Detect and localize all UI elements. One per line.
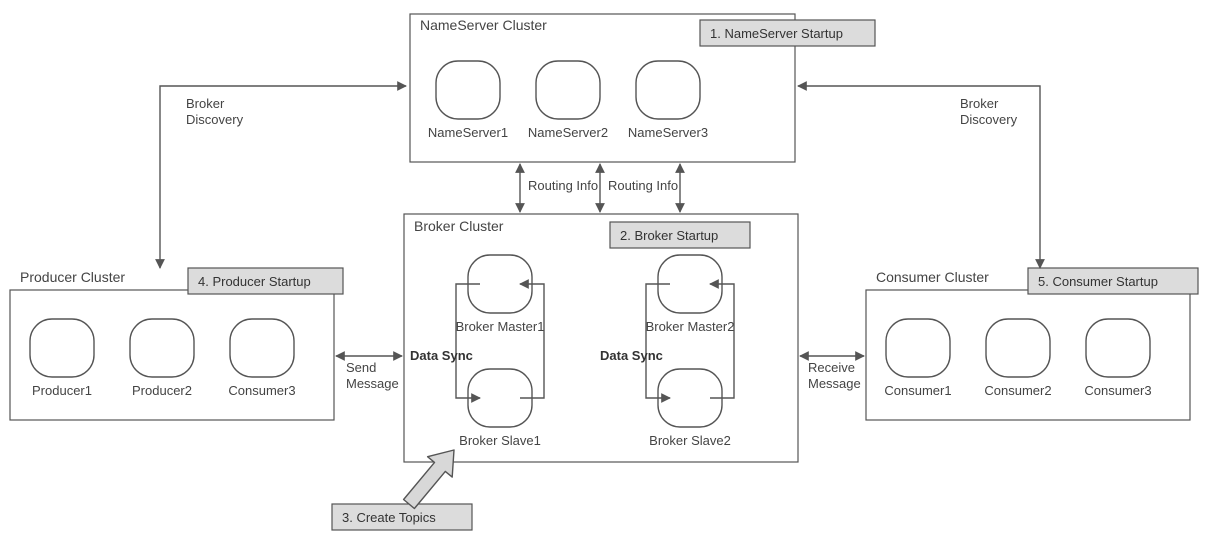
label-datasync-1: Data Sync: [410, 348, 473, 363]
label-broker-discovery-right: BrokerDiscovery: [960, 96, 1018, 127]
label-broker-discovery-left: BrokerDiscovery: [186, 96, 244, 127]
consumer-node-1-label: Consumer2: [984, 383, 1051, 398]
label-routing-left: Routing Info: [528, 178, 598, 193]
create-topics-badge-text: 3. Create Topics: [342, 510, 436, 525]
label-receive-message: ReceiveMessage: [808, 360, 861, 391]
nameserver-cluster-title: NameServer Cluster: [420, 17, 547, 33]
producer-cluster-title: Producer Cluster: [20, 269, 125, 285]
edge-datasync-1-up: [520, 284, 544, 398]
consumer-node-1-shape: [986, 319, 1050, 377]
producer-node-0-label: Producer1: [32, 383, 92, 398]
nameserver-node-0-shape: [436, 61, 500, 119]
producer-node-1-label: Producer2: [132, 383, 192, 398]
producer-node-2-shape: [230, 319, 294, 377]
consumer-node-2-shape: [1086, 319, 1150, 377]
broker-cluster-title: Broker Cluster: [414, 218, 504, 234]
label-routing-right: Routing Info: [608, 178, 678, 193]
nameserver-node-2-shape: [636, 61, 700, 119]
nameserver-node-0-label: NameServer1: [428, 125, 508, 140]
broker-startup-badge-text: 2. Broker Startup: [620, 228, 718, 243]
create-topics-arrow: [404, 450, 454, 509]
edge-datasync-1-down: [456, 284, 480, 398]
consumer-node-0-label: Consumer1: [884, 383, 951, 398]
producer-cluster-box: [10, 290, 334, 420]
nameserver-node-2-label: NameServer3: [628, 125, 708, 140]
label-datasync-2: Data Sync: [600, 348, 663, 363]
broker-node-2-label: Broker Slave1: [459, 433, 541, 448]
consumer-startup-badge-text: 5. Consumer Startup: [1038, 274, 1158, 289]
edge-datasync-2-down: [646, 284, 670, 398]
producer-node-1-shape: [130, 319, 194, 377]
consumer-node-0-shape: [886, 319, 950, 377]
broker-node-3-label: Broker Slave2: [649, 433, 731, 448]
consumer-node-2-label: Consumer3: [1084, 383, 1151, 398]
producer-node-0-shape: [30, 319, 94, 377]
edge-datasync-2-up: [710, 284, 734, 398]
broker-node-0-label: Broker Master1: [456, 319, 545, 334]
producer-node-2-label: Consumer3: [228, 383, 295, 398]
producer-startup-badge-text: 4. Producer Startup: [198, 274, 311, 289]
consumer-cluster-title: Consumer Cluster: [876, 269, 989, 285]
broker-cluster-box: [404, 214, 798, 462]
broker-node-1-label: Broker Master2: [646, 319, 735, 334]
consumer-cluster-box: [866, 290, 1190, 420]
nameserver-node-1-label: NameServer2: [528, 125, 608, 140]
nameserver-node-1-shape: [536, 61, 600, 119]
nameserver-startup-badge-text: 1. NameServer Startup: [710, 26, 843, 41]
label-send-message: SendMessage: [346, 360, 399, 391]
